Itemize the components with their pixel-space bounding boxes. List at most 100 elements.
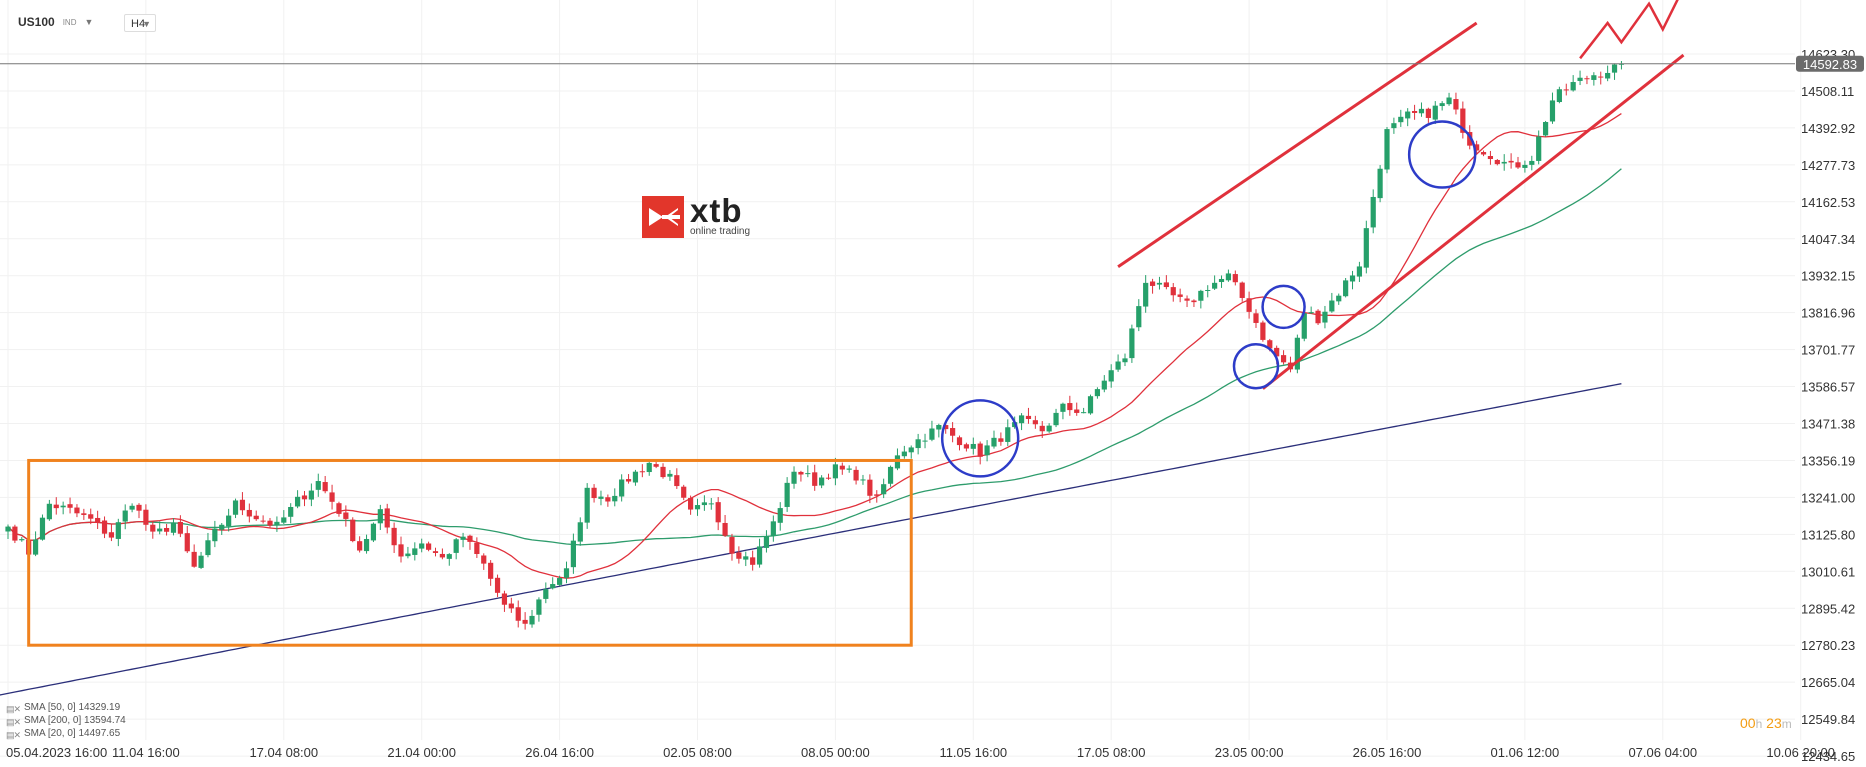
candle <box>391 522 397 553</box>
candle <box>750 550 756 571</box>
candle-body <box>1177 294 1183 297</box>
candle-body <box>1391 123 1397 129</box>
candle-body <box>198 555 204 568</box>
candle <box>1053 408 1059 428</box>
candle <box>598 490 604 506</box>
candle <box>1522 160 1528 173</box>
candle <box>715 497 721 531</box>
candle-body <box>1225 273 1232 281</box>
candle-body <box>129 505 135 510</box>
candle-body <box>1032 420 1038 425</box>
candle-body <box>963 444 970 449</box>
candle <box>1246 291 1252 319</box>
timer-hours-unit: h <box>1755 717 1763 731</box>
candle-body <box>1536 136 1542 161</box>
candle-body <box>908 447 914 453</box>
candle-body <box>839 465 845 470</box>
candle <box>612 488 618 507</box>
candle <box>405 546 411 559</box>
candle-body <box>446 554 452 559</box>
candle-body <box>1170 287 1176 296</box>
candle-body <box>867 479 873 496</box>
candle-body <box>1467 132 1473 146</box>
candle-body <box>32 539 39 555</box>
candle-body <box>508 603 514 609</box>
candle <box>1356 261 1363 282</box>
candle-body <box>736 552 742 559</box>
candle-body <box>274 521 280 526</box>
candle <box>529 609 535 628</box>
candle-body <box>1074 409 1080 413</box>
indicator-icon[interactable]: ▤✕ <box>6 716 21 727</box>
candle <box>846 465 852 473</box>
candle-body <box>929 428 935 440</box>
candle-body <box>701 502 707 506</box>
candle-body <box>39 517 46 540</box>
candle <box>1584 75 1590 85</box>
candle <box>39 514 46 541</box>
candle <box>722 515 728 537</box>
timeframe-select[interactable]: H4 ▼ <box>124 14 156 32</box>
candle <box>1156 276 1163 290</box>
candle <box>1191 299 1197 307</box>
candle-body <box>88 514 94 519</box>
candle <box>232 498 239 519</box>
candle-body <box>115 522 121 539</box>
candle-body <box>922 440 928 442</box>
candle <box>1074 402 1080 416</box>
candle <box>157 521 163 535</box>
candle-body <box>1087 396 1094 414</box>
candle <box>315 473 321 497</box>
candle-body <box>267 520 273 526</box>
candle-body <box>584 487 590 523</box>
candle <box>301 490 308 507</box>
candle <box>453 537 459 560</box>
legend-item[interactable]: ▤✕ SMA [50, 0] 14329.19 <box>6 701 126 714</box>
candle-body <box>646 462 652 473</box>
candle-body <box>798 471 804 475</box>
legend-item[interactable]: ▤✕ SMA [20, 0] 14497.65 <box>6 727 126 740</box>
indicator-icon[interactable]: ▤✕ <box>6 729 21 740</box>
candle-body <box>832 464 838 479</box>
candle-body <box>639 471 645 473</box>
candle-body <box>308 490 314 500</box>
candle-body <box>412 548 418 555</box>
indicator-icon[interactable]: ▤✕ <box>6 703 21 714</box>
candle <box>1405 108 1411 127</box>
legend-item[interactable]: ▤✕ SMA [200, 0] 13594.74 <box>6 714 126 727</box>
candle <box>1122 353 1128 367</box>
candle <box>543 582 549 604</box>
candle <box>1529 155 1535 171</box>
candle <box>977 441 983 465</box>
candle <box>460 532 466 548</box>
candle-body <box>177 521 183 534</box>
candle <box>819 475 825 489</box>
candle-body <box>5 526 11 532</box>
candle-body <box>170 523 177 533</box>
price-tick-label: 12780.23 <box>1801 638 1855 653</box>
candle-body <box>384 508 390 528</box>
candle-body <box>681 486 687 498</box>
candle-body <box>950 428 956 436</box>
candle-body <box>1156 282 1163 285</box>
candle <box>653 462 659 469</box>
candle-body <box>184 533 190 552</box>
candle-body <box>1549 100 1556 122</box>
candle <box>1618 61 1625 70</box>
candle-body <box>425 543 432 550</box>
candle-body <box>936 424 942 430</box>
candle <box>605 494 611 507</box>
price-axis: 14623.3014508.1114392.9214277.7314162.53… <box>1801 47 1855 764</box>
time-tick-label: 08.05 00:00 <box>801 745 870 760</box>
chevron-down-icon[interactable]: ▼ <box>84 17 94 27</box>
candle-body <box>1018 415 1025 424</box>
symbol-name[interactable]: US100 <box>18 15 55 29</box>
candle-body <box>405 553 411 557</box>
candle <box>536 597 542 622</box>
candle <box>432 547 439 557</box>
candle <box>53 497 59 515</box>
candle-countdown: 00h 23m <box>1740 715 1792 731</box>
indicator-legend: ▤✕ SMA [50, 0] 14329.19 ▤✕ SMA [200, 0] 13… <box>6 701 126 740</box>
candle-body <box>694 505 701 510</box>
